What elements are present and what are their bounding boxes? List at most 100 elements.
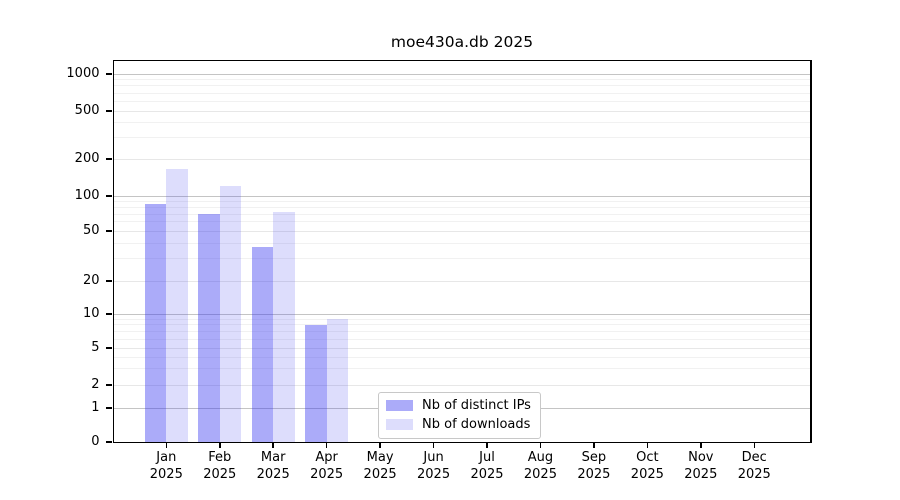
x-tick-month: Sep — [581, 450, 607, 465]
x-tick-label: Nov 2025 — [668, 450, 734, 483]
axis-spine-top — [112, 59, 812, 61]
minor-gridline — [113, 79, 810, 81]
x-tick — [379, 443, 381, 448]
minor-gridline — [113, 206, 810, 208]
legend-item: Nb of distinct IPs — [386, 398, 531, 413]
x-tick-month: Feb — [208, 450, 232, 465]
bar-downloads — [326, 319, 349, 442]
x-tick-month: Dec — [741, 450, 767, 465]
x-tick-month: Nov — [688, 450, 714, 465]
y-tick-label: 1 — [91, 400, 100, 415]
x-tick-year: 2025 — [470, 466, 504, 482]
y-tick-label: 5 — [91, 340, 100, 355]
minor-gridline — [113, 324, 810, 326]
minor-gridline — [113, 137, 810, 139]
x-tick-label: Apr 2025 — [294, 450, 360, 483]
x-tick-year: 2025 — [310, 466, 344, 482]
y-tick-label: 0 — [91, 434, 100, 449]
y-tick — [105, 280, 112, 282]
x-tick-label: Sep 2025 — [561, 450, 627, 483]
x-tick — [272, 443, 274, 448]
y-tick-label: 1000 — [66, 66, 100, 81]
bar-distinct-ips — [251, 247, 274, 442]
legend-swatch — [386, 419, 413, 430]
y-tick — [105, 384, 112, 386]
x-tick — [593, 443, 595, 448]
y-tick — [105, 407, 112, 409]
minor-gridline — [113, 330, 810, 332]
bar-distinct-ips — [305, 324, 327, 442]
bar-downloads — [166, 169, 188, 442]
minor-gridline — [113, 200, 810, 202]
x-tick-year: 2025 — [149, 466, 183, 482]
x-tick — [753, 443, 755, 448]
minor-gridline — [113, 318, 810, 320]
minor-gridline — [113, 356, 810, 358]
x-tick-month: Aug — [527, 450, 554, 465]
x-tick-label: Dec 2025 — [721, 450, 787, 483]
legend-label: Nb of distinct IPs — [422, 398, 531, 413]
minor-gridline — [113, 100, 810, 102]
y-tick-label: 200 — [74, 151, 100, 166]
minor-gridline — [113, 242, 810, 244]
x-tick-month: Oct — [636, 450, 659, 465]
x-tick-year: 2025 — [203, 466, 237, 482]
x-tick — [325, 443, 328, 448]
x-tick-label: May 2025 — [347, 450, 413, 483]
x-tick — [165, 443, 168, 448]
legend-swatch — [386, 400, 413, 411]
x-tick-label: Jun 2025 — [401, 450, 467, 483]
chart-title: moe430a.db 2025 — [390, 33, 534, 51]
x-tick-month: Jun — [423, 450, 444, 465]
x-tick — [700, 443, 702, 448]
bar-distinct-ips — [144, 204, 167, 442]
x-tick-month: Jan — [156, 450, 177, 465]
x-tick-label: Jan 2025 — [133, 450, 199, 483]
major-gridline — [113, 73, 810, 75]
x-tick — [646, 443, 649, 448]
axis-spine-right — [810, 59, 812, 443]
major-gridline — [113, 347, 810, 349]
y-tick-label: 20 — [82, 273, 100, 288]
y-tick — [105, 73, 112, 75]
x-tick-year: 2025 — [684, 466, 718, 482]
minor-gridline — [113, 338, 810, 340]
bar-downloads — [219, 186, 242, 442]
x-tick-month: Mar — [260, 450, 286, 465]
y-tick — [105, 313, 112, 315]
x-tick-label: Feb 2025 — [187, 450, 253, 483]
y-tick-label: 100 — [74, 188, 100, 203]
bar-distinct-ips — [198, 214, 220, 442]
x-tick-month: May — [366, 450, 394, 465]
y-tick — [105, 158, 112, 160]
legend-item: Nb of downloads — [386, 417, 531, 432]
x-tick-year: 2025 — [256, 466, 290, 482]
y-tick — [105, 230, 112, 232]
x-tick-year: 2025 — [577, 466, 611, 482]
y-tick-label: 50 — [82, 223, 100, 238]
x-tick-label: Oct 2025 — [614, 450, 680, 483]
legend-label: Nb of downloads — [422, 417, 531, 432]
x-tick-label: Jul 2025 — [454, 450, 520, 483]
y-tick — [105, 347, 112, 349]
bar-downloads — [273, 211, 295, 442]
axis-spine-left — [112, 59, 114, 443]
axis-spine-bottom — [112, 441, 812, 444]
y-tick-label: 10 — [82, 306, 100, 321]
major-gridline — [113, 110, 810, 112]
x-tick — [539, 443, 542, 448]
x-tick-year: 2025 — [523, 466, 557, 482]
x-tick-month: Apr — [315, 450, 338, 465]
x-tick-year: 2025 — [630, 466, 664, 482]
x-tick-year: 2025 — [363, 466, 397, 482]
x-tick-year: 2025 — [417, 466, 451, 482]
major-gridline — [113, 384, 810, 386]
x-tick-month: Jul — [479, 450, 495, 465]
x-tick — [486, 443, 488, 448]
y-tick — [105, 110, 112, 112]
minor-gridline — [113, 85, 810, 87]
y-tick — [105, 441, 112, 443]
major-gridline — [113, 280, 810, 282]
y-tick-label: 500 — [74, 103, 100, 118]
